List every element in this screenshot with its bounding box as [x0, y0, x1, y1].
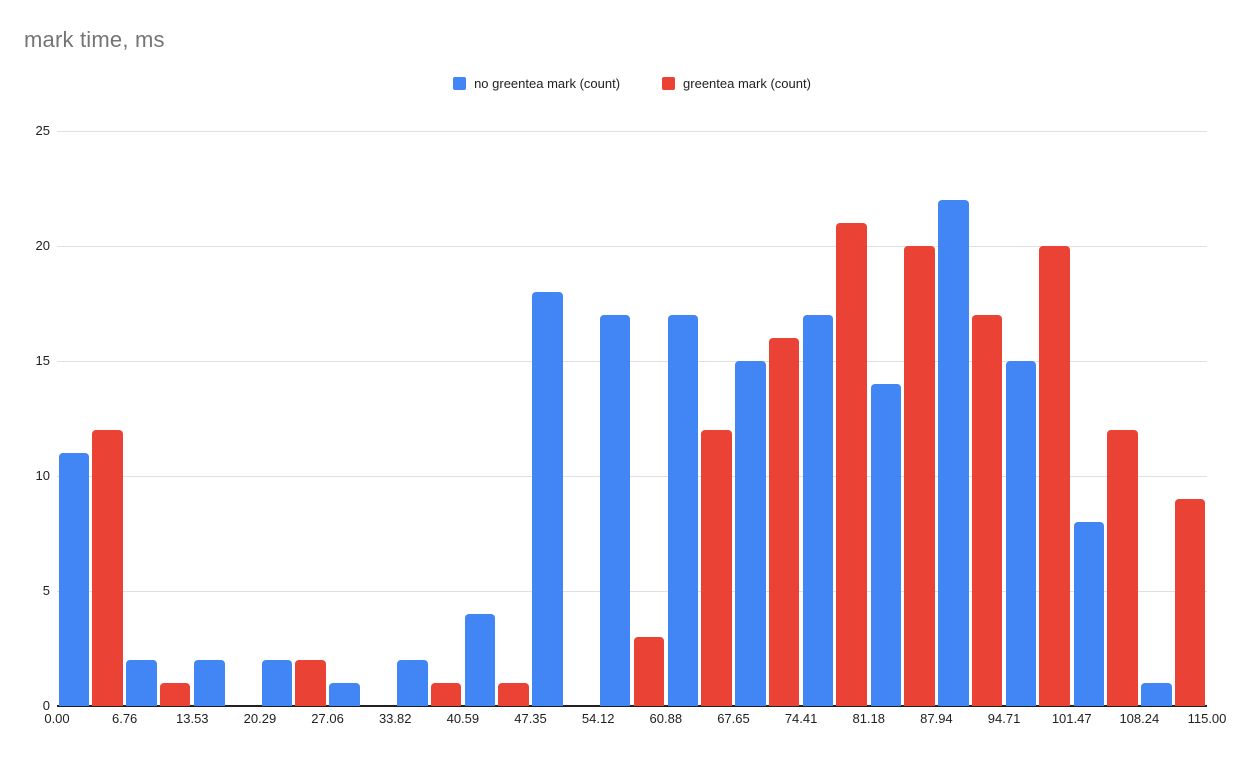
bar-blue-bin-8 — [599, 315, 631, 706]
y-tick-label-0: 0 — [42, 698, 50, 713]
bar-red-bin-11 — [836, 223, 867, 706]
bar-red-bin-9 — [701, 430, 732, 706]
x-tick-label-54.12: 54.12 — [581, 711, 615, 726]
bar-blue-bin-12 — [870, 384, 902, 706]
bar-blue-bin-14 — [1005, 361, 1037, 706]
bar-red-bin-10 — [768, 338, 800, 706]
gridline-y-25 — [57, 130, 1207, 132]
bar-red-bin-14 — [1039, 246, 1070, 706]
bar-blue-bin-7 — [532, 292, 563, 706]
gridline-y-20 — [57, 245, 1207, 247]
x-tick-label-40.59: 40.59 — [446, 711, 480, 726]
legend-label-greentea: greentea mark (count) — [683, 76, 811, 91]
y-tick-label-25: 25 — [35, 123, 50, 138]
bar-blue-bin-13 — [938, 200, 969, 706]
x-axis-line — [57, 705, 1207, 707]
bar-blue-bin-15 — [1073, 522, 1105, 706]
x-tick-label-108.24: 108.24 — [1119, 711, 1160, 726]
chart-legend: no greentea mark (count) greentea mark (… — [57, 76, 1207, 91]
bar-blue-bin-10 — [735, 361, 766, 706]
legend-label-no-greentea: no greentea mark (count) — [474, 76, 621, 91]
x-tick-label-47.35: 47.35 — [514, 711, 547, 726]
x-tick-label-94.71: 94.71 — [987, 711, 1021, 726]
legend-item-no-greentea: no greentea mark (count) — [453, 76, 620, 91]
bar-red-bin-6 — [498, 683, 529, 706]
bar-blue-bin-0 — [58, 453, 90, 706]
y-tick-label-15: 15 — [35, 353, 50, 368]
x-tick-label-87.94: 87.94 — [920, 711, 953, 726]
x-tick-label-20.29: 20.29 — [243, 711, 277, 726]
bar-blue-bin-6 — [464, 614, 496, 706]
bar-blue-bin-16 — [1141, 683, 1172, 706]
legend-swatch-red-icon — [662, 77, 676, 90]
bar-blue-bin-5 — [397, 660, 428, 706]
x-tick-label-33.82: 33.82 — [378, 711, 412, 726]
x-tick-label-67.65: 67.65 — [717, 711, 750, 726]
x-tick-label-27.06: 27.06 — [311, 711, 344, 726]
bar-red-bin-8 — [633, 637, 665, 706]
chart-title: mark time, ms — [24, 27, 165, 52]
gridline-y-10 — [57, 475, 1207, 477]
bar-blue-bin-2 — [194, 660, 225, 706]
y-tick-label-20: 20 — [35, 238, 50, 253]
legend-swatch-blue-icon — [453, 77, 467, 90]
bar-red-bin-0 — [92, 430, 123, 706]
bar-red-bin-16 — [1174, 499, 1206, 706]
y-tick-label-5: 5 — [42, 583, 50, 598]
legend-item-greentea: greentea mark (count) — [662, 76, 811, 91]
x-tick-label-60.88: 60.88 — [649, 711, 683, 726]
x-tick-label-0.00: 0.00 — [44, 711, 70, 726]
bar-blue-bin-11 — [802, 315, 834, 706]
bar-red-bin-12 — [904, 246, 935, 706]
bar-red-bin-1 — [159, 683, 191, 706]
bar-red-bin-5 — [430, 683, 462, 706]
bar-red-bin-15 — [1107, 430, 1138, 706]
x-tick-label-13.53: 13.53 — [176, 711, 209, 726]
bar-blue-bin-9 — [667, 315, 699, 706]
x-tick-label-74.41: 74.41 — [784, 711, 818, 726]
y-tick-label-10: 10 — [35, 468, 50, 483]
bar-blue-bin-3 — [261, 660, 293, 706]
gridline-y-5 — [57, 590, 1207, 592]
x-tick-label-81.18: 81.18 — [852, 711, 886, 726]
bar-blue-bin-1 — [126, 660, 157, 706]
bar-blue-bin-4 — [329, 683, 360, 706]
bar-red-bin-3 — [295, 660, 326, 706]
x-tick-label-115.00: 115.00 — [1187, 711, 1227, 726]
x-tick-label-101.47: 101.47 — [1051, 711, 1092, 726]
gridline-y-15 — [57, 360, 1207, 362]
bar-red-bin-13 — [971, 315, 1003, 706]
x-tick-label-6.76: 6.76 — [111, 711, 138, 726]
